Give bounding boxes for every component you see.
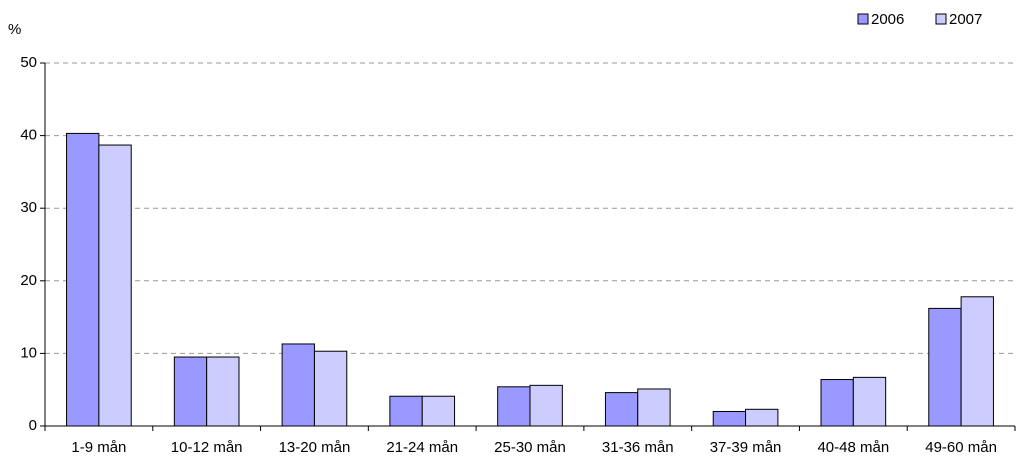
legend-label: 2007 <box>949 11 982 28</box>
legend-swatch <box>857 13 869 25</box>
bar <box>960 296 994 427</box>
bar <box>928 307 962 427</box>
x-tick-label: 13-20 mån <box>279 439 351 456</box>
y-tick-label: 0 <box>29 417 37 434</box>
bar <box>745 408 779 427</box>
bar <box>66 132 100 427</box>
y-tick-label: 30 <box>20 199 37 216</box>
bar <box>173 356 208 427</box>
x-tick-label: 40-48 mån <box>817 439 889 456</box>
bar <box>604 392 639 427</box>
y-tick-label: 50 <box>20 54 37 71</box>
bar <box>206 356 240 427</box>
bar <box>820 379 854 427</box>
bar <box>852 376 887 427</box>
x-tick-label: 10-12 mån <box>171 439 243 456</box>
y-axis-label: % <box>8 21 21 38</box>
bar <box>421 395 456 427</box>
y-tick-label: 40 <box>20 127 37 144</box>
x-tick-label: 25-30 mån <box>494 439 566 456</box>
bar <box>98 144 132 427</box>
bar <box>497 386 531 427</box>
bar <box>389 395 423 427</box>
y-tick-label: 10 <box>20 344 37 361</box>
bar <box>281 343 315 427</box>
x-tick-label: 1-9 mån <box>71 439 126 456</box>
x-tick-label: 31-36 mån <box>602 439 674 456</box>
bar <box>637 388 671 427</box>
x-tick-label: 37-39 mån <box>710 439 782 456</box>
bar <box>529 384 563 427</box>
x-tick-label: 49-60 mån <box>925 439 997 456</box>
x-tick-label: 21-24 mån <box>386 439 458 456</box>
y-tick-label: 20 <box>20 272 37 289</box>
bar <box>313 350 348 427</box>
legend-label: 2006 <box>871 11 904 28</box>
bar <box>712 410 747 427</box>
legend-swatch <box>935 13 947 25</box>
